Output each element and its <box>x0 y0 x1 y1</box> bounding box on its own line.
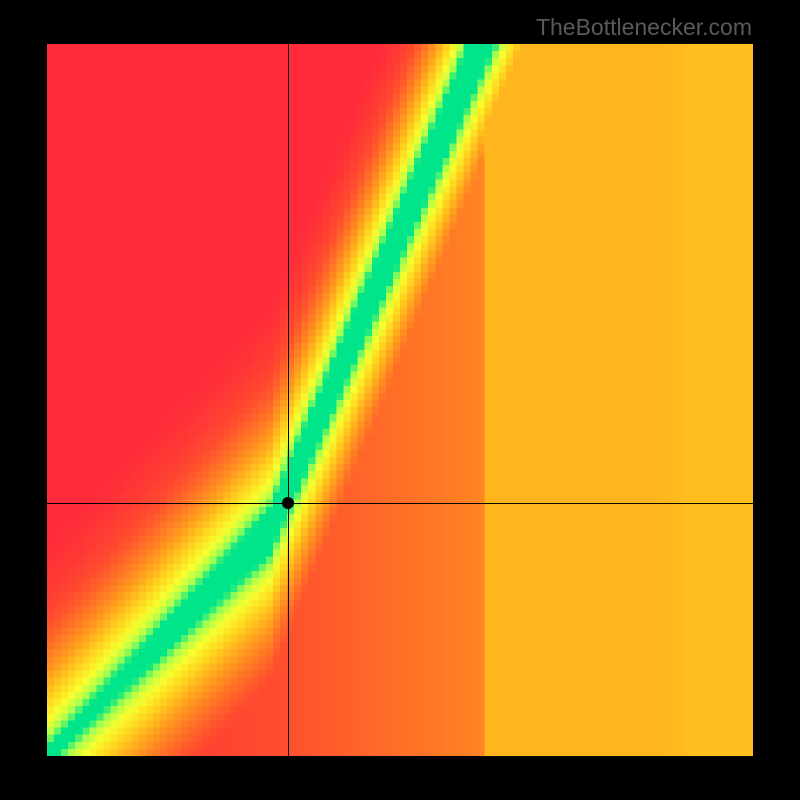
watermark-text: TheBottlenecker.com <box>536 14 752 41</box>
crosshair-marker <box>282 497 294 509</box>
bottleneck-heatmap <box>47 44 753 756</box>
chart-container: TheBottlenecker.com <box>0 0 800 800</box>
crosshair-vertical <box>288 44 289 756</box>
crosshair-horizontal <box>47 503 753 504</box>
